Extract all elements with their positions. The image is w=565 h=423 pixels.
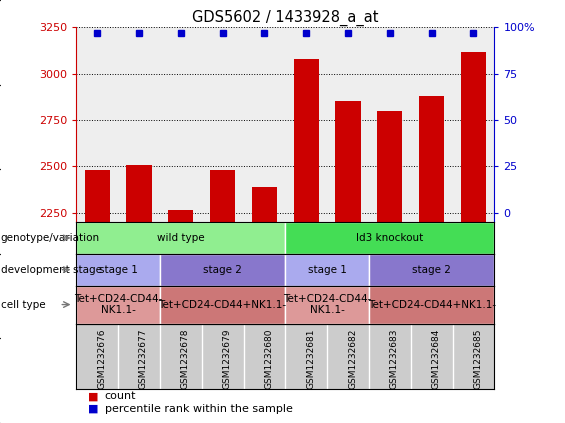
- Text: GSM1232685: GSM1232685: [473, 329, 483, 389]
- Text: Tet+CD24-CD44-
NK1.1-: Tet+CD24-CD44- NK1.1-: [283, 294, 371, 316]
- Bar: [369, 286, 494, 324]
- Text: GSM1232682: GSM1232682: [348, 329, 357, 389]
- Bar: [76, 286, 160, 324]
- Text: Tet+CD24-CD44-
NK1.1-: Tet+CD24-CD44- NK1.1-: [74, 294, 162, 316]
- Bar: [210, 170, 235, 222]
- Text: stage 2: stage 2: [412, 265, 451, 275]
- Text: stage 2: stage 2: [203, 265, 242, 275]
- Text: stage 1: stage 1: [308, 265, 346, 275]
- Bar: [336, 101, 360, 222]
- Bar: [76, 222, 285, 254]
- Text: development stage: development stage: [1, 265, 102, 275]
- Text: GSM1232677: GSM1232677: [139, 329, 148, 389]
- Bar: [285, 254, 369, 286]
- Bar: [461, 52, 486, 222]
- Bar: [85, 170, 110, 222]
- Text: genotype/variation: genotype/variation: [1, 233, 99, 243]
- Text: GSM1232684: GSM1232684: [432, 329, 441, 389]
- Bar: [294, 59, 319, 222]
- Bar: [127, 165, 151, 222]
- Text: GSM1232680: GSM1232680: [264, 329, 273, 389]
- Title: GDS5602 / 1433928_a_at: GDS5602 / 1433928_a_at: [192, 10, 379, 26]
- Text: GSM1232679: GSM1232679: [223, 329, 232, 389]
- Bar: [160, 254, 285, 286]
- Text: GSM1232678: GSM1232678: [181, 329, 190, 389]
- Bar: [369, 254, 494, 286]
- Bar: [285, 222, 494, 254]
- Text: wild type: wild type: [157, 233, 205, 243]
- Bar: [160, 286, 285, 324]
- Bar: [377, 111, 402, 222]
- Text: GSM1232676: GSM1232676: [97, 329, 106, 389]
- Text: GSM1232681: GSM1232681: [306, 329, 315, 389]
- Text: GSM1232683: GSM1232683: [390, 329, 399, 389]
- Text: Tet+CD24-CD44+NK1.1-: Tet+CD24-CD44+NK1.1-: [368, 299, 496, 310]
- Text: Id3 knockout: Id3 knockout: [356, 233, 424, 243]
- Text: cell type: cell type: [1, 299, 45, 310]
- Bar: [76, 254, 160, 286]
- Text: stage 1: stage 1: [99, 265, 137, 275]
- Text: percentile rank within the sample: percentile rank within the sample: [105, 404, 293, 414]
- Text: Tet+CD24-CD44+NK1.1-: Tet+CD24-CD44+NK1.1-: [159, 299, 286, 310]
- Text: ■: ■: [88, 391, 98, 401]
- Bar: [168, 210, 193, 222]
- Text: ■: ■: [88, 404, 98, 414]
- Bar: [252, 187, 277, 222]
- Bar: [419, 96, 444, 222]
- Text: count: count: [105, 391, 136, 401]
- Bar: [285, 286, 369, 324]
